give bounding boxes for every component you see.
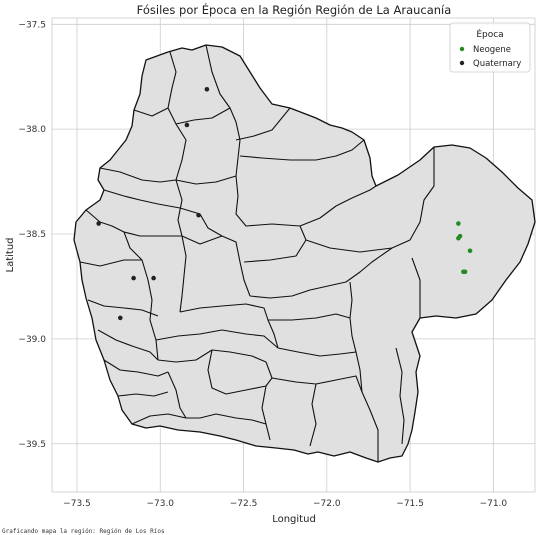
commune-border [268,313,351,321]
commune-border [85,209,223,245]
commune-border [179,303,279,349]
y-tick-label: −37.5 [18,20,46,30]
console-footnote: Graficando mapa la región: Región de Los… [2,528,165,535]
fossil-point-quaternary [96,221,101,226]
fossil-point-quaternary [131,275,136,281]
x-tick-label: −71.0 [480,499,508,509]
axes: −73.5 −73.0 −72.5 −72.0 −71.5 −71.0 −37.5 −38.0… [18,20,507,509]
x-tick-label: −71.5 [396,499,424,509]
x-tick-label: −72.0 [313,499,341,509]
commune-border [175,107,231,125]
fossil-point-neogene [467,248,473,254]
commune-borders [79,44,435,462]
commune-border [87,299,159,317]
commune-border [315,375,363,393]
commune-border [207,349,267,395]
commune-border [155,329,279,349]
commune-border [411,257,421,318]
commune-border [175,179,183,237]
x-tick-label: −73.5 [63,499,91,509]
x-tick-label: −73.0 [146,499,174,509]
legend: Época Neogene Quaternary [449,22,531,73]
fossil-point-neogene [461,269,466,275]
commune-border [179,235,187,313]
legend-title: Época [476,28,503,40]
commune-border [123,231,159,361]
x-axis-label: Longitud [272,514,316,525]
commune-border [277,347,357,357]
commune-border [299,147,435,253]
legend-label-quaternary: Quaternary [473,59,521,69]
commune-border [79,259,142,267]
commune-border [103,359,169,377]
fossil-point-quaternary [184,122,190,128]
commune-border [261,385,271,441]
commune-border [167,371,267,425]
commune-border [271,377,317,447]
commune-border [349,281,379,462]
region-map [73,44,536,463]
fossil-point-quaternary [204,87,210,92]
commune-border [249,247,393,299]
y-tick-label: −38.5 [18,230,46,240]
commune-border [235,107,291,141]
commune-border [133,107,169,117]
fossil-point-quaternary [117,315,123,321]
commune-border [99,167,237,185]
y-axis-label: Latitud [5,237,16,272]
commune-border [131,413,187,425]
commune-border [239,139,365,161]
fossil-point-quaternary [151,275,156,281]
fossil-point-neogene [457,233,463,239]
commune-border [395,347,405,445]
commune-border [117,391,169,397]
commune-border [199,213,251,297]
legend-marker-neogene [459,46,465,52]
commune-border [205,44,241,177]
y-tick-label: −39.5 [18,440,46,450]
commune-border [157,349,273,387]
legend-marker-quaternary [459,60,465,66]
commune-border [103,189,201,215]
fossil-point-quaternary [196,212,201,218]
fossil-points [96,87,473,321]
commune-border [243,239,307,263]
chart-title: Fósiles por Época en la Región Región de… [137,2,452,17]
legend-box [449,22,531,73]
commune-border [97,329,159,361]
y-tick-label: −38.0 [18,125,46,135]
fossil-point-neogene [456,221,461,226]
region-outline [73,44,536,463]
y-tick-label: −39.0 [18,335,46,345]
x-tick-label: −72.5 [230,499,258,509]
commune-border [167,51,187,181]
legend-label-neogene: Neogene [473,45,511,55]
